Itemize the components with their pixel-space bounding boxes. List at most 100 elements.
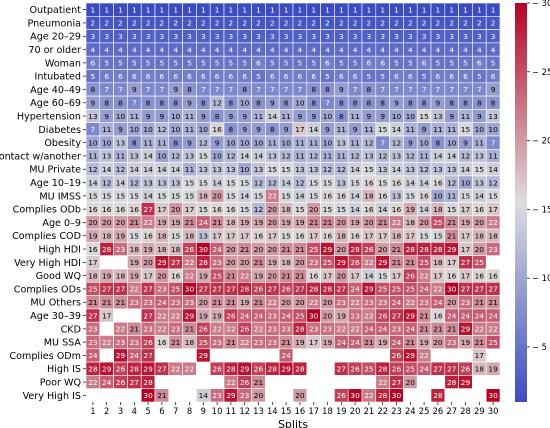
cell-value: 18	[199, 192, 209, 201]
cell-value: 8	[408, 98, 413, 107]
heatmap-cell	[99, 388, 114, 403]
cell-value: 16	[488, 271, 498, 280]
cell-value: 17	[364, 231, 374, 240]
cell-value: 15	[309, 192, 319, 201]
cell-value: 2	[104, 19, 109, 28]
heatmap-cell	[168, 375, 183, 389]
heatmap-cell	[375, 348, 390, 363]
cell-value: 7	[160, 85, 165, 94]
cell-value: 14	[392, 125, 402, 134]
cell-value: 18	[392, 231, 402, 240]
row-label: 70 or older	[28, 45, 81, 56]
cell-value: 12	[88, 165, 97, 174]
cell-value: 5	[353, 59, 358, 68]
cell-value: 11	[254, 112, 264, 121]
cell-value: 8	[422, 98, 427, 107]
cell-value: 26	[392, 364, 402, 373]
cell-value: 4	[491, 45, 496, 54]
cell-value: 28	[143, 378, 153, 387]
cell-value: 9	[311, 112, 316, 121]
heatmap-cell	[182, 375, 197, 389]
heatmap-cell	[334, 375, 349, 389]
cell-value: 14	[475, 192, 485, 201]
cell-value: 5	[229, 59, 234, 68]
cell-value: 3	[477, 32, 482, 41]
cell-value: 10	[130, 125, 140, 134]
cell-value: 4	[132, 45, 137, 54]
heatmap-cell	[320, 348, 335, 363]
cell-value: 21	[157, 391, 167, 400]
cell-value: 22	[419, 271, 428, 280]
cell-value: 6	[118, 72, 123, 81]
cell-value: 5	[325, 72, 330, 81]
cell-value: 15	[185, 178, 195, 187]
cell-value: 2	[422, 19, 427, 28]
cell-value: 27	[461, 285, 471, 294]
cell-value: 24	[254, 311, 264, 320]
cell-value: 21	[254, 298, 264, 307]
cell-value: 10	[157, 152, 167, 161]
cell-value: 27	[226, 285, 236, 294]
cell-value: 17	[406, 231, 416, 240]
heatmap-cell	[113, 308, 128, 323]
cell-value: 9	[353, 125, 358, 134]
cell-value: 25	[212, 271, 222, 280]
cell-value: 21	[130, 325, 140, 334]
cell-value: 1	[242, 5, 247, 14]
cell-value: 16	[433, 178, 443, 187]
cell-value: 1	[118, 5, 123, 14]
cell-value: 20	[143, 258, 153, 267]
cell-value: 3	[201, 32, 206, 41]
cell-value: 20	[337, 271, 347, 280]
row-label: Age 40–49	[30, 85, 81, 96]
cell-value: 23	[378, 298, 388, 307]
row-label: Contact w/another	[0, 151, 81, 162]
cell-value: 17	[88, 258, 98, 267]
cell-value: 14	[433, 152, 443, 161]
cell-value: 16	[323, 192, 333, 201]
cell-value: 17	[392, 271, 402, 280]
column-labels: 1 2 3 4 5 6 7 8 9 10 11 12 13 14 15 16 17 18 19 20 21 22 23 24 2…	[90, 402, 498, 416]
cell-value: 23	[392, 325, 402, 334]
cell-value: 16	[419, 192, 429, 201]
cell-value: 22	[240, 338, 249, 347]
cell-value: 3	[104, 32, 109, 41]
cell-value: 7	[298, 85, 303, 94]
cell-value: 27	[171, 258, 181, 267]
cell-value: 23	[130, 338, 140, 347]
column-label: 18	[322, 406, 333, 416]
heatmap-cell	[265, 348, 280, 363]
row-label: Age 10–19	[30, 178, 81, 189]
cell-value: 22	[212, 325, 221, 334]
heatmap-cell	[168, 348, 183, 363]
cell-value: 3	[463, 32, 468, 41]
heatmap-cell	[306, 361, 321, 376]
cell-value: 9	[436, 98, 441, 107]
cell-value: 18	[433, 205, 443, 214]
cell-value: 22	[378, 378, 387, 387]
heatmap-cell	[99, 255, 114, 270]
cell-value: 10	[254, 138, 264, 147]
cell-value: 13	[171, 178, 181, 187]
cell-value: 8	[270, 125, 275, 134]
cell-value: 5	[380, 72, 385, 81]
cell-value: 8	[215, 112, 220, 121]
cell-value: 11	[337, 125, 347, 134]
cell-value: 3	[242, 32, 247, 41]
cell-value: 29	[461, 325, 471, 334]
cell-value: 14	[157, 165, 167, 174]
cell-value: 10	[212, 152, 222, 161]
cell-value: 29	[185, 311, 195, 320]
cell-value: 10	[323, 112, 333, 121]
cell-value: 13	[199, 165, 209, 174]
cell-value: 20	[406, 378, 416, 387]
cell-value: 11	[116, 152, 126, 161]
cell-value: 22	[433, 285, 442, 294]
cell-value: 6	[311, 72, 316, 81]
cell-value: 26	[378, 311, 388, 320]
cell-value: 13	[433, 165, 443, 174]
cell-value: 15	[433, 231, 443, 240]
cell-value: 12	[309, 152, 318, 161]
cell-value: 27	[392, 311, 402, 320]
cell-value: 11	[281, 112, 291, 121]
